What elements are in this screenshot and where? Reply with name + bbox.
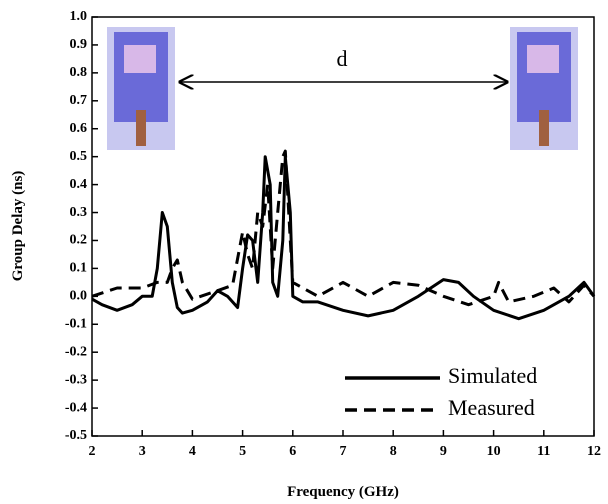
x-tick-label: 9 [440,444,447,459]
y-tick-label: -0.3 [65,372,87,387]
y-tick-label: 0.5 [70,149,88,164]
x-tick-label: 5 [239,444,246,459]
legend-label: Measured [448,395,535,420]
antenna-right [510,27,578,150]
y-tick-label: 0.1 [70,261,88,276]
antenna-left [107,27,175,150]
x-tick-label: 11 [537,444,550,459]
x-tick-label: 6 [289,444,296,459]
y-tick-label: 0.9 [70,37,88,52]
y-tick-label: 0.8 [70,65,88,80]
y-tick-label: 0.0 [70,289,88,304]
y-tick-label: -0.2 [65,344,87,359]
x-tick-label: 3 [139,444,146,459]
x-tick-label: 7 [340,444,347,459]
y-tick-label: 1.0 [70,9,88,24]
x-tick-label: 12 [587,444,601,459]
x-tick-label: 4 [189,444,196,459]
y-tick-label: -0.5 [65,428,87,443]
series-line [91,149,596,307]
y-tick-label: -0.4 [65,400,87,415]
annotation: d [337,46,348,71]
y-tick-label: 0.2 [70,233,88,248]
x-tick-label: 8 [390,444,397,459]
y-axis-label: Group Delay (ns) [10,171,26,282]
legend-label: Simulated [448,363,537,388]
x-tick-label: 2 [89,444,96,459]
y-tick-label: -0.1 [65,316,87,331]
y-tick-label: 0.3 [70,205,88,220]
y-tick-label: 0.4 [70,177,88,192]
x-axis-label: Frequency (GHz) [287,484,399,500]
y-tick-label: 0.7 [70,93,88,108]
series-line [91,155,596,321]
y-tick-label: 0.6 [70,121,88,136]
x-tick-label: 10 [487,444,501,459]
